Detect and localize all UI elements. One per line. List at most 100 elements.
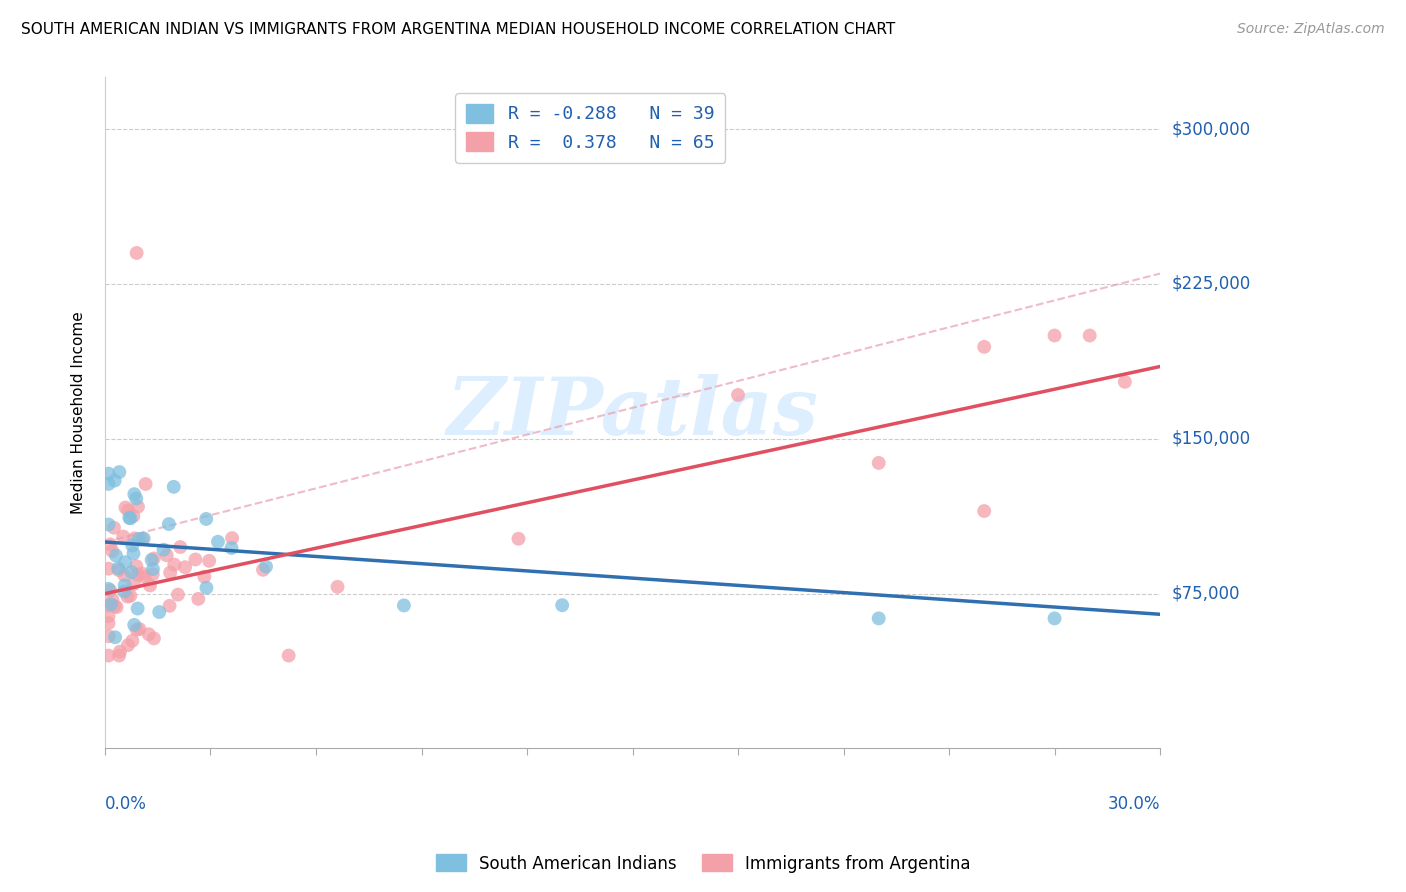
Y-axis label: Median Household Income: Median Household Income: [72, 311, 86, 515]
Point: [868, 456, 890, 470]
Point: [131, 532, 153, 546]
Point: [326, 580, 349, 594]
Point: [174, 560, 197, 574]
Point: [108, 644, 131, 658]
Point: [105, 600, 128, 615]
Point: [159, 599, 181, 613]
Point: [159, 566, 181, 580]
Point: [103, 521, 125, 535]
Point: [125, 491, 148, 506]
Point: [169, 540, 191, 554]
Point: [207, 534, 229, 549]
Point: [139, 578, 162, 592]
Point: [117, 638, 139, 652]
Point: [1043, 328, 1066, 343]
Point: [128, 622, 150, 636]
Point: [135, 477, 157, 491]
Point: [193, 570, 215, 584]
Point: [98, 537, 121, 551]
Point: [97, 476, 120, 491]
Point: [252, 563, 274, 577]
Text: $150,000: $150,000: [1171, 430, 1250, 448]
Point: [973, 504, 995, 518]
Text: $300,000: $300,000: [1171, 120, 1250, 138]
Point: [138, 627, 160, 641]
Point: [157, 517, 180, 532]
Point: [142, 562, 165, 576]
Point: [125, 623, 148, 637]
Point: [127, 601, 149, 615]
Point: [163, 558, 186, 572]
Point: [120, 511, 142, 525]
Point: [98, 583, 121, 598]
Text: Source: ZipAtlas.com: Source: ZipAtlas.com: [1237, 22, 1385, 37]
Legend: R = -0.288   N = 39, R =  0.378   N = 65: R = -0.288 N = 39, R = 0.378 N = 65: [456, 93, 725, 162]
Point: [114, 578, 136, 592]
Point: [104, 599, 127, 614]
Legend: South American Indians, Immigrants from Argentina: South American Indians, Immigrants from …: [429, 847, 977, 880]
Point: [100, 597, 122, 611]
Point: [128, 532, 150, 546]
Point: [114, 555, 136, 569]
Point: [114, 500, 136, 515]
Point: [108, 465, 131, 479]
Point: [131, 566, 153, 581]
Point: [163, 480, 186, 494]
Point: [97, 648, 120, 663]
Point: [97, 609, 120, 624]
Text: 0.0%: 0.0%: [105, 796, 146, 814]
Point: [127, 567, 149, 582]
Point: [508, 532, 530, 546]
Point: [122, 509, 145, 524]
Point: [184, 552, 207, 566]
Point: [97, 616, 120, 631]
Point: [195, 512, 218, 526]
Point: [187, 591, 209, 606]
Point: [973, 340, 995, 354]
Point: [101, 593, 124, 607]
Point: [142, 632, 165, 646]
Point: [727, 388, 749, 402]
Point: [121, 633, 143, 648]
Point: [121, 565, 143, 579]
Text: ZIPatlas: ZIPatlas: [447, 375, 818, 451]
Point: [277, 648, 299, 663]
Point: [142, 567, 165, 582]
Text: $75,000: $75,000: [1171, 584, 1240, 603]
Point: [148, 605, 170, 619]
Point: [132, 532, 155, 546]
Point: [104, 474, 127, 488]
Point: [121, 539, 143, 553]
Point: [254, 559, 277, 574]
Point: [167, 588, 190, 602]
Point: [107, 563, 129, 577]
Point: [112, 568, 135, 582]
Point: [97, 582, 120, 596]
Point: [221, 531, 243, 545]
Point: [97, 517, 120, 532]
Point: [198, 554, 221, 568]
Point: [108, 648, 131, 663]
Point: [107, 561, 129, 575]
Point: [105, 549, 128, 563]
Point: [127, 500, 149, 514]
Point: [134, 570, 156, 584]
Point: [551, 598, 574, 612]
Point: [1043, 611, 1066, 625]
Point: [221, 541, 243, 555]
Point: [122, 546, 145, 560]
Point: [101, 544, 124, 558]
Point: [120, 589, 142, 603]
Point: [392, 599, 415, 613]
Point: [118, 510, 141, 524]
Point: [152, 542, 174, 557]
Point: [142, 551, 165, 566]
Point: [112, 530, 135, 544]
Point: [112, 584, 135, 599]
Text: SOUTH AMERICAN INDIAN VS IMMIGRANTS FROM ARGENTINA MEDIAN HOUSEHOLD INCOME CORRE: SOUTH AMERICAN INDIAN VS IMMIGRANTS FROM…: [21, 22, 896, 37]
Text: $225,000: $225,000: [1171, 275, 1250, 293]
Point: [97, 467, 120, 481]
Point: [104, 630, 127, 644]
Point: [1078, 328, 1101, 343]
Point: [125, 246, 148, 260]
